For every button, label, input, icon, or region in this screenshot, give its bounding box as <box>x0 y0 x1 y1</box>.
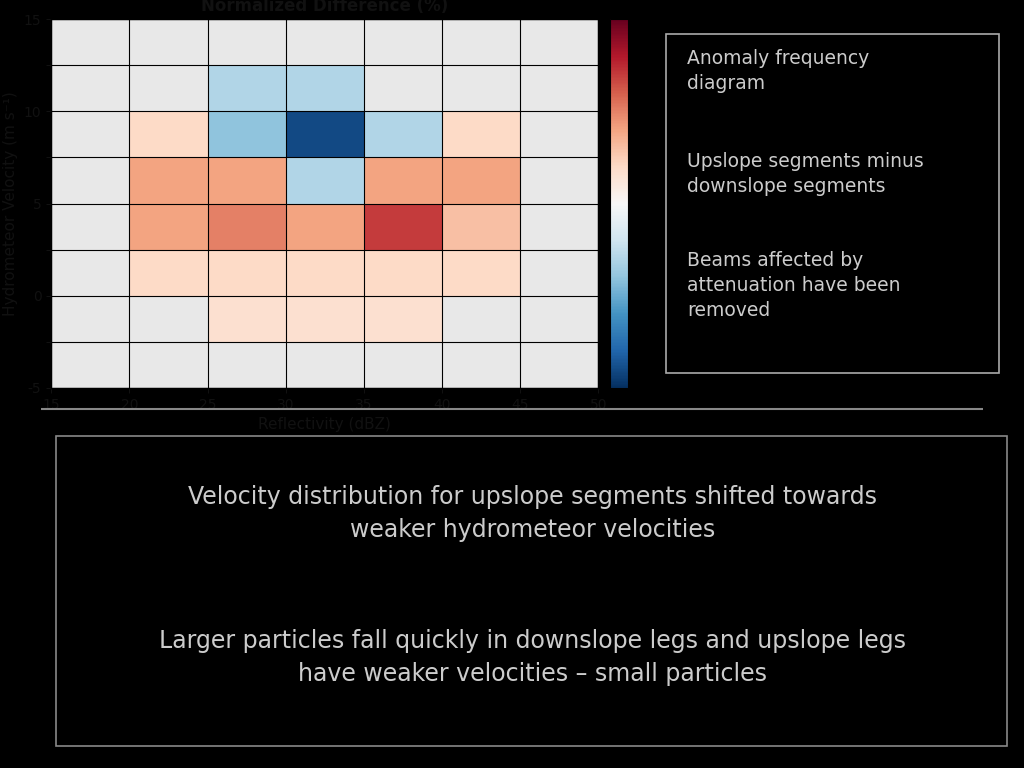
Y-axis label: Hydrometeor Velocity (m s⁻¹): Hydrometeor Velocity (m s⁻¹) <box>3 91 18 316</box>
FancyBboxPatch shape <box>666 34 999 373</box>
Text: Larger particles fall quickly in downslope legs and upslope legs
have weaker vel: Larger particles fall quickly in downslo… <box>159 628 906 686</box>
Text: Velocity distribution for upslope segments shifted towards
weaker hydrometeor ve: Velocity distribution for upslope segmen… <box>188 485 877 542</box>
Text: Beams affected by
attenuation have been
removed: Beams affected by attenuation have been … <box>687 251 901 320</box>
Text: Upslope segments minus
downslope segments: Upslope segments minus downslope segment… <box>687 152 925 196</box>
X-axis label: Reflectivity (dBZ): Reflectivity (dBZ) <box>258 417 391 432</box>
FancyBboxPatch shape <box>56 436 1007 746</box>
Text: Anomaly frequency
diagram: Anomaly frequency diagram <box>687 48 869 93</box>
Title: Normalized Difference (%): Normalized Difference (%) <box>201 0 449 15</box>
